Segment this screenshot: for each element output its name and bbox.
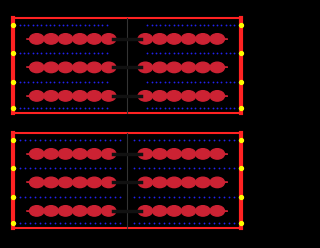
Ellipse shape — [58, 91, 73, 101]
Ellipse shape — [196, 91, 210, 101]
Ellipse shape — [210, 149, 224, 159]
Ellipse shape — [181, 149, 196, 159]
Ellipse shape — [73, 34, 87, 44]
Ellipse shape — [29, 177, 44, 188]
Ellipse shape — [73, 206, 87, 216]
Ellipse shape — [210, 62, 224, 73]
Ellipse shape — [181, 206, 196, 216]
Ellipse shape — [101, 206, 116, 216]
Ellipse shape — [167, 34, 181, 44]
Ellipse shape — [29, 91, 44, 101]
Ellipse shape — [58, 206, 73, 216]
Ellipse shape — [153, 62, 167, 73]
Ellipse shape — [58, 149, 73, 159]
Ellipse shape — [73, 149, 87, 159]
Ellipse shape — [153, 91, 167, 101]
Ellipse shape — [167, 177, 181, 188]
Ellipse shape — [210, 177, 224, 188]
Bar — [13, 133, 241, 228]
Ellipse shape — [138, 34, 153, 44]
Ellipse shape — [167, 149, 181, 159]
Ellipse shape — [167, 91, 181, 101]
Ellipse shape — [153, 206, 167, 216]
Ellipse shape — [101, 34, 116, 44]
Ellipse shape — [138, 177, 153, 188]
Ellipse shape — [58, 62, 73, 73]
Ellipse shape — [153, 177, 167, 188]
Ellipse shape — [153, 34, 167, 44]
Ellipse shape — [181, 177, 196, 188]
Ellipse shape — [58, 34, 73, 44]
Ellipse shape — [181, 62, 196, 73]
Ellipse shape — [196, 206, 210, 216]
Ellipse shape — [167, 206, 181, 216]
Ellipse shape — [210, 91, 224, 101]
Ellipse shape — [138, 149, 153, 159]
Ellipse shape — [87, 149, 101, 159]
Ellipse shape — [44, 91, 58, 101]
Ellipse shape — [87, 91, 101, 101]
Ellipse shape — [101, 62, 116, 73]
Ellipse shape — [44, 149, 58, 159]
Ellipse shape — [101, 149, 116, 159]
Ellipse shape — [167, 62, 181, 73]
Ellipse shape — [87, 177, 101, 188]
Ellipse shape — [196, 177, 210, 188]
Ellipse shape — [210, 206, 224, 216]
Ellipse shape — [29, 62, 44, 73]
Ellipse shape — [29, 149, 44, 159]
Ellipse shape — [138, 206, 153, 216]
Ellipse shape — [196, 34, 210, 44]
Ellipse shape — [196, 149, 210, 159]
Ellipse shape — [181, 34, 196, 44]
Ellipse shape — [210, 34, 224, 44]
Ellipse shape — [73, 62, 87, 73]
Ellipse shape — [29, 206, 44, 216]
Ellipse shape — [44, 62, 58, 73]
Ellipse shape — [87, 34, 101, 44]
Ellipse shape — [73, 177, 87, 188]
Ellipse shape — [73, 91, 87, 101]
Ellipse shape — [181, 91, 196, 101]
Ellipse shape — [101, 91, 116, 101]
Ellipse shape — [153, 149, 167, 159]
Ellipse shape — [44, 34, 58, 44]
Ellipse shape — [138, 91, 153, 101]
Ellipse shape — [138, 62, 153, 73]
Bar — [13, 18, 241, 113]
Ellipse shape — [29, 34, 44, 44]
Ellipse shape — [44, 206, 58, 216]
Ellipse shape — [58, 177, 73, 188]
Ellipse shape — [87, 62, 101, 73]
Ellipse shape — [101, 177, 116, 188]
Ellipse shape — [196, 62, 210, 73]
Ellipse shape — [44, 177, 58, 188]
Ellipse shape — [87, 206, 101, 216]
